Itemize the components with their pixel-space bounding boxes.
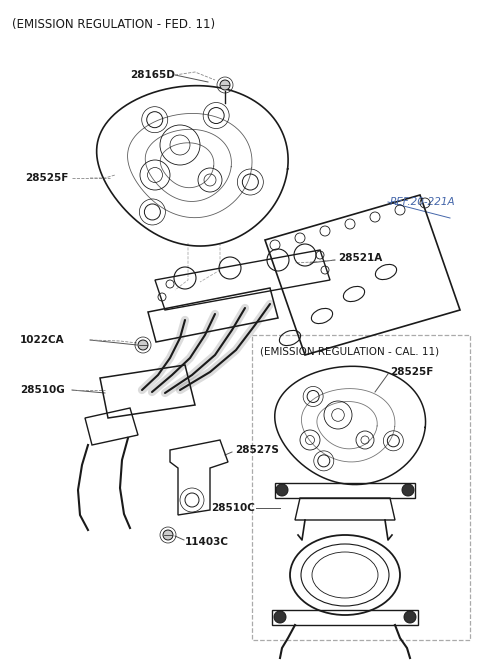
Text: 1022CA: 1022CA [20,335,65,345]
Text: REF.20-221A: REF.20-221A [390,197,456,207]
Text: 11403C: 11403C [185,537,229,547]
Text: 28525F: 28525F [25,173,68,183]
Text: 28527S: 28527S [235,445,279,455]
Circle shape [404,611,416,623]
Text: 28510G: 28510G [20,385,65,395]
Circle shape [163,530,173,540]
Text: 28521A: 28521A [338,253,382,263]
Circle shape [220,80,230,90]
Circle shape [274,611,286,623]
Text: 28525F: 28525F [390,367,433,377]
Text: 28510C: 28510C [211,503,255,513]
Text: (EMISSION REGULATION - FED. 11): (EMISSION REGULATION - FED. 11) [12,18,215,31]
Circle shape [276,484,288,496]
Text: 28165D: 28165D [130,70,175,80]
Circle shape [138,340,148,350]
Circle shape [402,484,414,496]
Text: (EMISSION REGULATION - CAL. 11): (EMISSION REGULATION - CAL. 11) [260,346,439,356]
